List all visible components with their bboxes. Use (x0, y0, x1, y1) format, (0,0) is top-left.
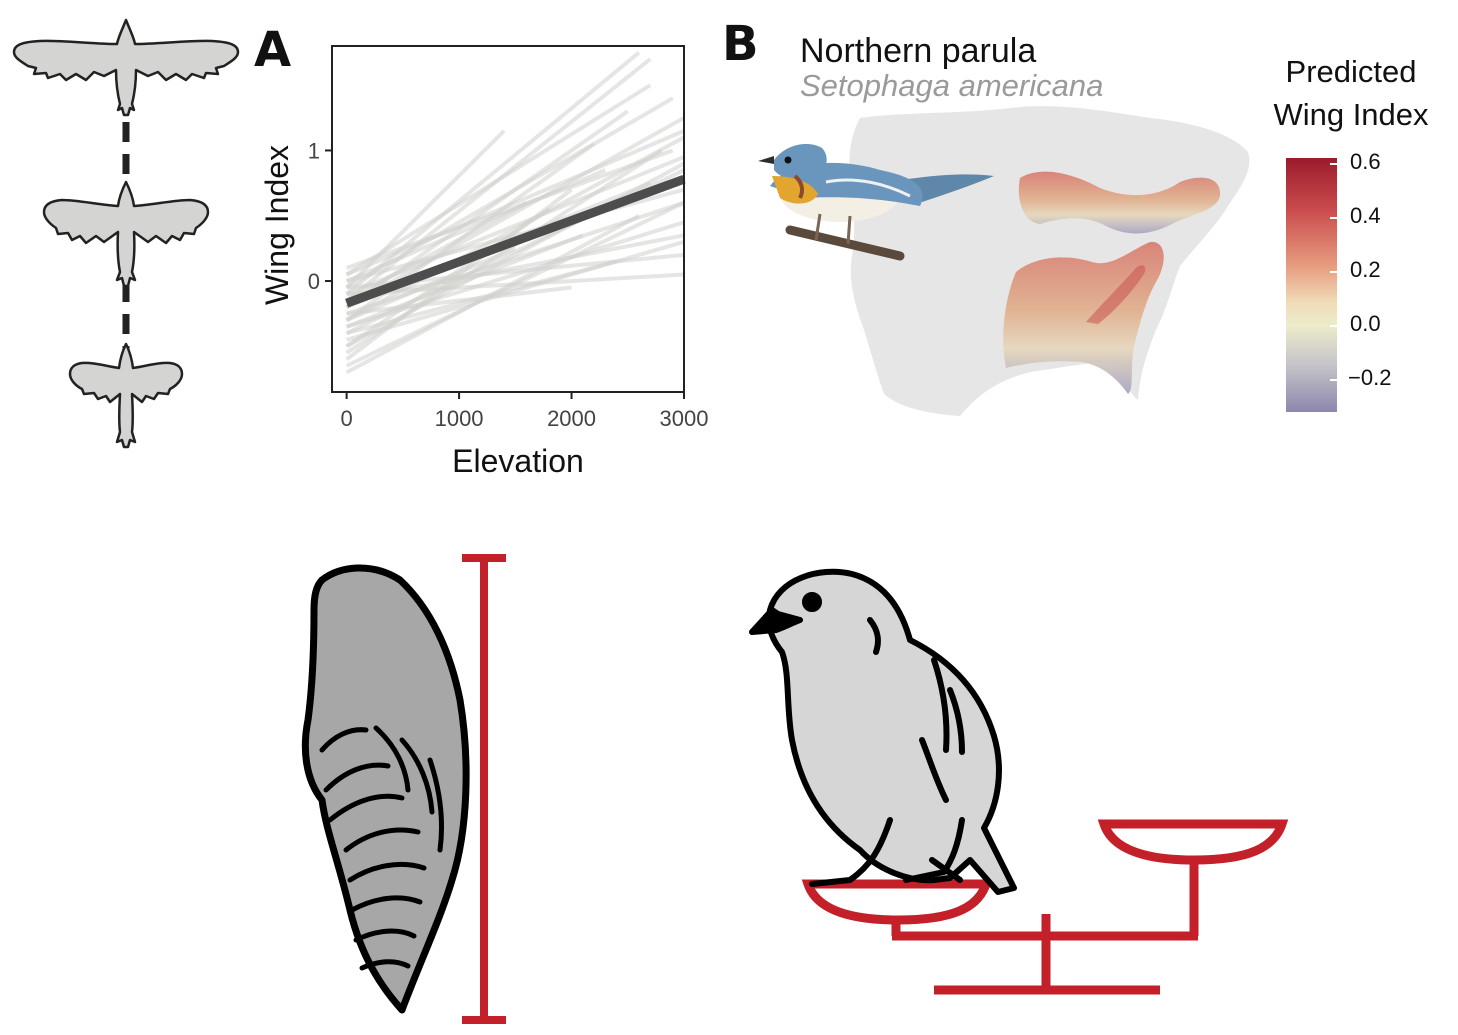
population-line (345, 116, 685, 309)
legend-tick-label: 0.2 (1350, 257, 1381, 282)
y-tick-label: 0 (308, 269, 320, 294)
population-line (345, 83, 652, 277)
legend-tick-mark (1330, 325, 1337, 327)
body-mass-illustration (749, 568, 1289, 995)
northern-breeding-range (1018, 171, 1221, 234)
short-wing-bird-icon (68, 342, 184, 449)
population-line (345, 129, 685, 277)
population-line (345, 233, 584, 329)
population-line (345, 200, 685, 368)
y-tick-label: 1 (308, 138, 320, 163)
population-line (345, 246, 517, 323)
plot-frame (331, 45, 685, 393)
northern-parula-illustration-icon (758, 144, 994, 261)
folded-wing-icon (301, 564, 470, 1014)
species-common-name: Northern parula (800, 32, 1037, 70)
x-tick-label: 0 (340, 406, 352, 431)
y-axis-label: Wing Index (259, 145, 295, 305)
predicted-wing-index-map (758, 106, 1250, 416)
x-tick-label: 1000 (435, 406, 484, 431)
population-line (345, 200, 528, 303)
legend-title: Predicted Wing Index (1256, 50, 1446, 137)
panel-b-label: B (722, 16, 759, 72)
legend-tick-label: 0.6 (1350, 149, 1381, 174)
color-scale-bar (1286, 158, 1337, 412)
medium-wing-bird-icon (42, 180, 210, 288)
x-tick-label: 3000 (660, 406, 709, 431)
y-axis-ticks: 01 (308, 138, 332, 294)
sitting-bird-icon (749, 568, 1017, 895)
individual-population-lines (345, 50, 685, 375)
legend-tick-mark (1330, 217, 1337, 219)
appalachian-highlands (1086, 265, 1146, 324)
weighing-scale-icon (801, 819, 1289, 995)
wing-length-illustration (301, 554, 506, 1024)
legend-tick-label: 0.4 (1350, 203, 1381, 228)
wing-length-bar (462, 554, 506, 1024)
legend-tick-mark (1330, 163, 1337, 165)
population-line (346, 285, 572, 316)
legend-tick-mark (1330, 379, 1337, 381)
wingspan-birds-illustration (12, 18, 240, 449)
panel-a-label: A (254, 22, 292, 78)
long-wing-bird-icon (12, 18, 240, 117)
species-scientific-name: Setophaga americana (800, 68, 1104, 103)
population-line (346, 239, 685, 342)
x-axis-label: Elevation (452, 443, 584, 479)
legend-tick-label: −0.2 (1348, 365, 1392, 390)
legend-tick-label: 0.0 (1350, 311, 1381, 336)
wing-feather-lines (319, 725, 444, 971)
mean-trend-line (345, 174, 686, 308)
legend-title-line1: Predicted (1285, 54, 1417, 89)
legend-tick-mark (1330, 271, 1337, 273)
x-tick-label: 2000 (547, 406, 596, 431)
population-line (345, 96, 674, 290)
x-axis-ticks: 0 1000 2000 3000 (340, 392, 708, 431)
legend-title-line2: Wing Index (1273, 97, 1429, 133)
southern-breeding-range (1003, 241, 1164, 394)
wing-index-elevation-chart: 01 0 1000 2000 3000 Elevation Wing Index (259, 45, 708, 479)
